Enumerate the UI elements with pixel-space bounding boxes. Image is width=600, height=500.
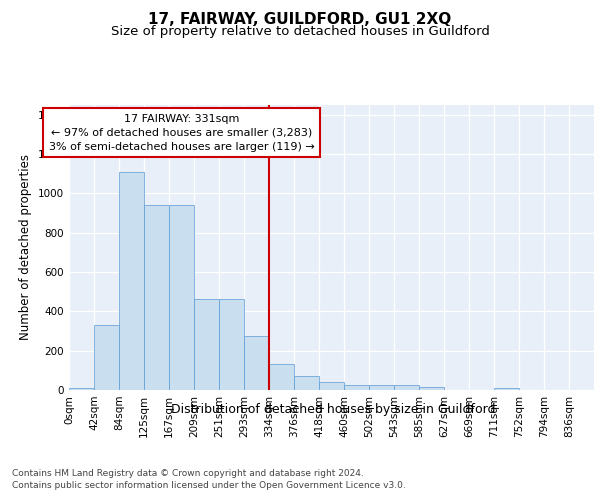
Bar [119,172,144,390]
Bar [144,205,169,390]
Bar [344,385,369,390]
Bar [319,382,344,390]
Bar [219,298,244,390]
Text: Contains public sector information licensed under the Open Government Licence v3: Contains public sector information licen… [12,481,406,490]
Bar [494,388,519,390]
Text: Distribution of detached houses by size in Guildford: Distribution of detached houses by size … [171,402,495,415]
Bar [244,336,269,390]
Bar [94,325,119,390]
Y-axis label: Number of detached properties: Number of detached properties [19,154,32,340]
Bar [194,298,219,390]
Bar [69,388,94,390]
Bar [169,205,194,390]
Bar [419,387,444,390]
Text: 17 FAIRWAY: 331sqm
← 97% of detached houses are smaller (3,283)
3% of semi-detac: 17 FAIRWAY: 331sqm ← 97% of detached hou… [49,114,314,152]
Text: Contains HM Land Registry data © Crown copyright and database right 2024.: Contains HM Land Registry data © Crown c… [12,468,364,477]
Bar [294,376,319,390]
Text: Size of property relative to detached houses in Guildford: Size of property relative to detached ho… [110,25,490,38]
Bar [269,364,294,390]
Bar [369,385,394,390]
Bar [394,385,419,390]
Text: 17, FAIRWAY, GUILDFORD, GU1 2XQ: 17, FAIRWAY, GUILDFORD, GU1 2XQ [148,12,452,28]
